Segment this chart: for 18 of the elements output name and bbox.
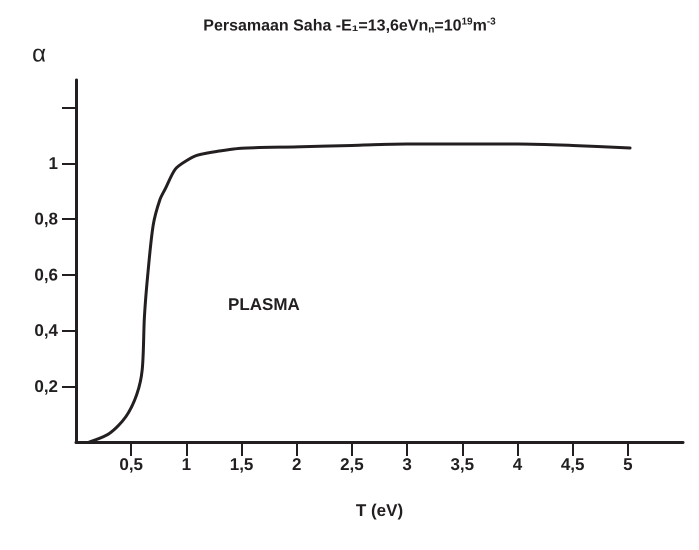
x-tick-label: 4 xyxy=(512,455,523,474)
y-tick-label: 0,2 xyxy=(34,376,58,396)
annotation: PLASMA xyxy=(228,295,300,314)
y-axis-title: α xyxy=(32,40,46,68)
x-tick-label: 1 xyxy=(182,455,192,474)
x-tick-label: 2,5 xyxy=(340,455,364,474)
x-axis-title: T (eV) xyxy=(356,501,404,520)
x-tick-label: 0,5 xyxy=(119,455,143,474)
y-tick-label: 0,6 xyxy=(34,265,58,284)
y-tick-label: 1 xyxy=(48,154,58,174)
x-tick-label: 2 xyxy=(292,455,302,474)
x-tick-label: 1,5 xyxy=(230,455,254,474)
x-tick-label: 3,5 xyxy=(450,455,474,474)
y-tick-label: 0,8 xyxy=(34,210,58,229)
x-tick-label: 3 xyxy=(402,455,412,474)
y-tick-label: 0,4 xyxy=(34,321,59,340)
x-tick-label: 4,5 xyxy=(560,455,584,474)
x-tick-label: 5 xyxy=(623,455,633,474)
